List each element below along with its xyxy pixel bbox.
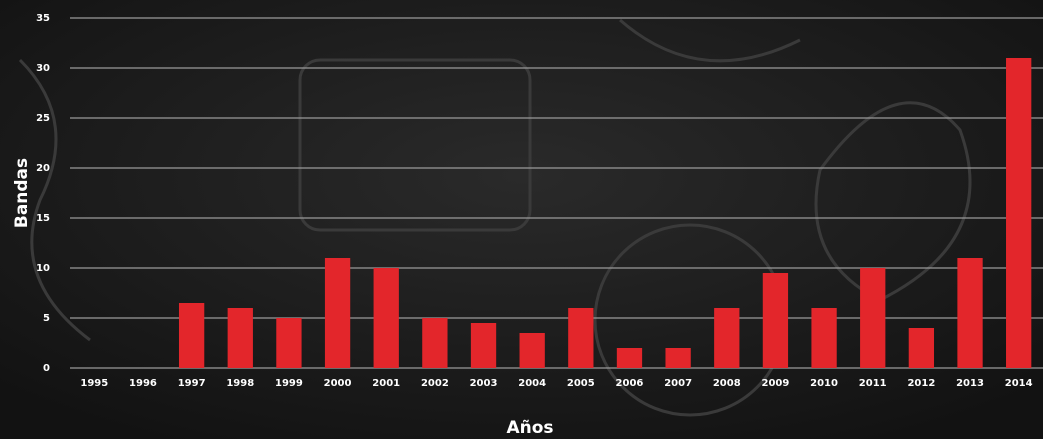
y-tick-label: 20 [36,163,50,174]
bar [957,258,983,368]
y-tick-label: 5 [43,313,50,324]
bar [811,308,837,368]
bar [762,273,789,368]
x-axis-title: Años [506,418,553,438]
y-tick-label: 25 [36,113,50,124]
bar [1006,58,1032,368]
bar [568,308,594,368]
x-tick-label: 2004 [518,378,546,389]
bar [227,308,253,368]
x-tick-label: 2012 [907,378,935,389]
x-tick-label: 2001 [372,378,400,389]
y-tick-label: 10 [36,263,50,274]
x-tick-label: 1998 [226,378,254,389]
bar [324,258,351,368]
bar [422,318,448,368]
x-tick-label: 2009 [762,378,790,389]
bar [470,323,497,368]
y-axis-title: Bandas [12,158,32,228]
x-tick-label: 2008 [713,378,741,389]
x-tick-label: 2006 [616,378,644,389]
x-tick-label: 2014 [1005,378,1033,389]
bar [519,333,545,368]
x-tick-label: 1995 [80,378,108,389]
x-tick-label: 2000 [324,378,352,389]
y-tick-label: 30 [36,63,50,74]
x-tick-label: 2003 [470,378,498,389]
bar [714,308,740,368]
y-tick-label: 35 [36,13,50,24]
x-tick-label: 1997 [178,378,206,389]
x-tick-label: 2002 [421,378,449,389]
y-tick-label: 0 [43,363,50,374]
x-tick-label: 1996 [129,378,157,389]
x-tick-label: 2011 [859,378,887,389]
x-tick-label: 1999 [275,378,303,389]
x-tick-label: 2005 [567,378,595,389]
bar [908,328,935,368]
bar [276,318,302,368]
bar [860,268,886,368]
y-tick-label: 15 [36,213,50,224]
bar [373,268,399,368]
background-art [18,18,972,417]
bar [616,348,643,368]
x-tick-label: 2007 [664,378,692,389]
bar [178,303,205,368]
x-tick-label: 2013 [956,378,984,389]
x-tick-label: 2010 [810,378,838,389]
bar [665,348,691,368]
